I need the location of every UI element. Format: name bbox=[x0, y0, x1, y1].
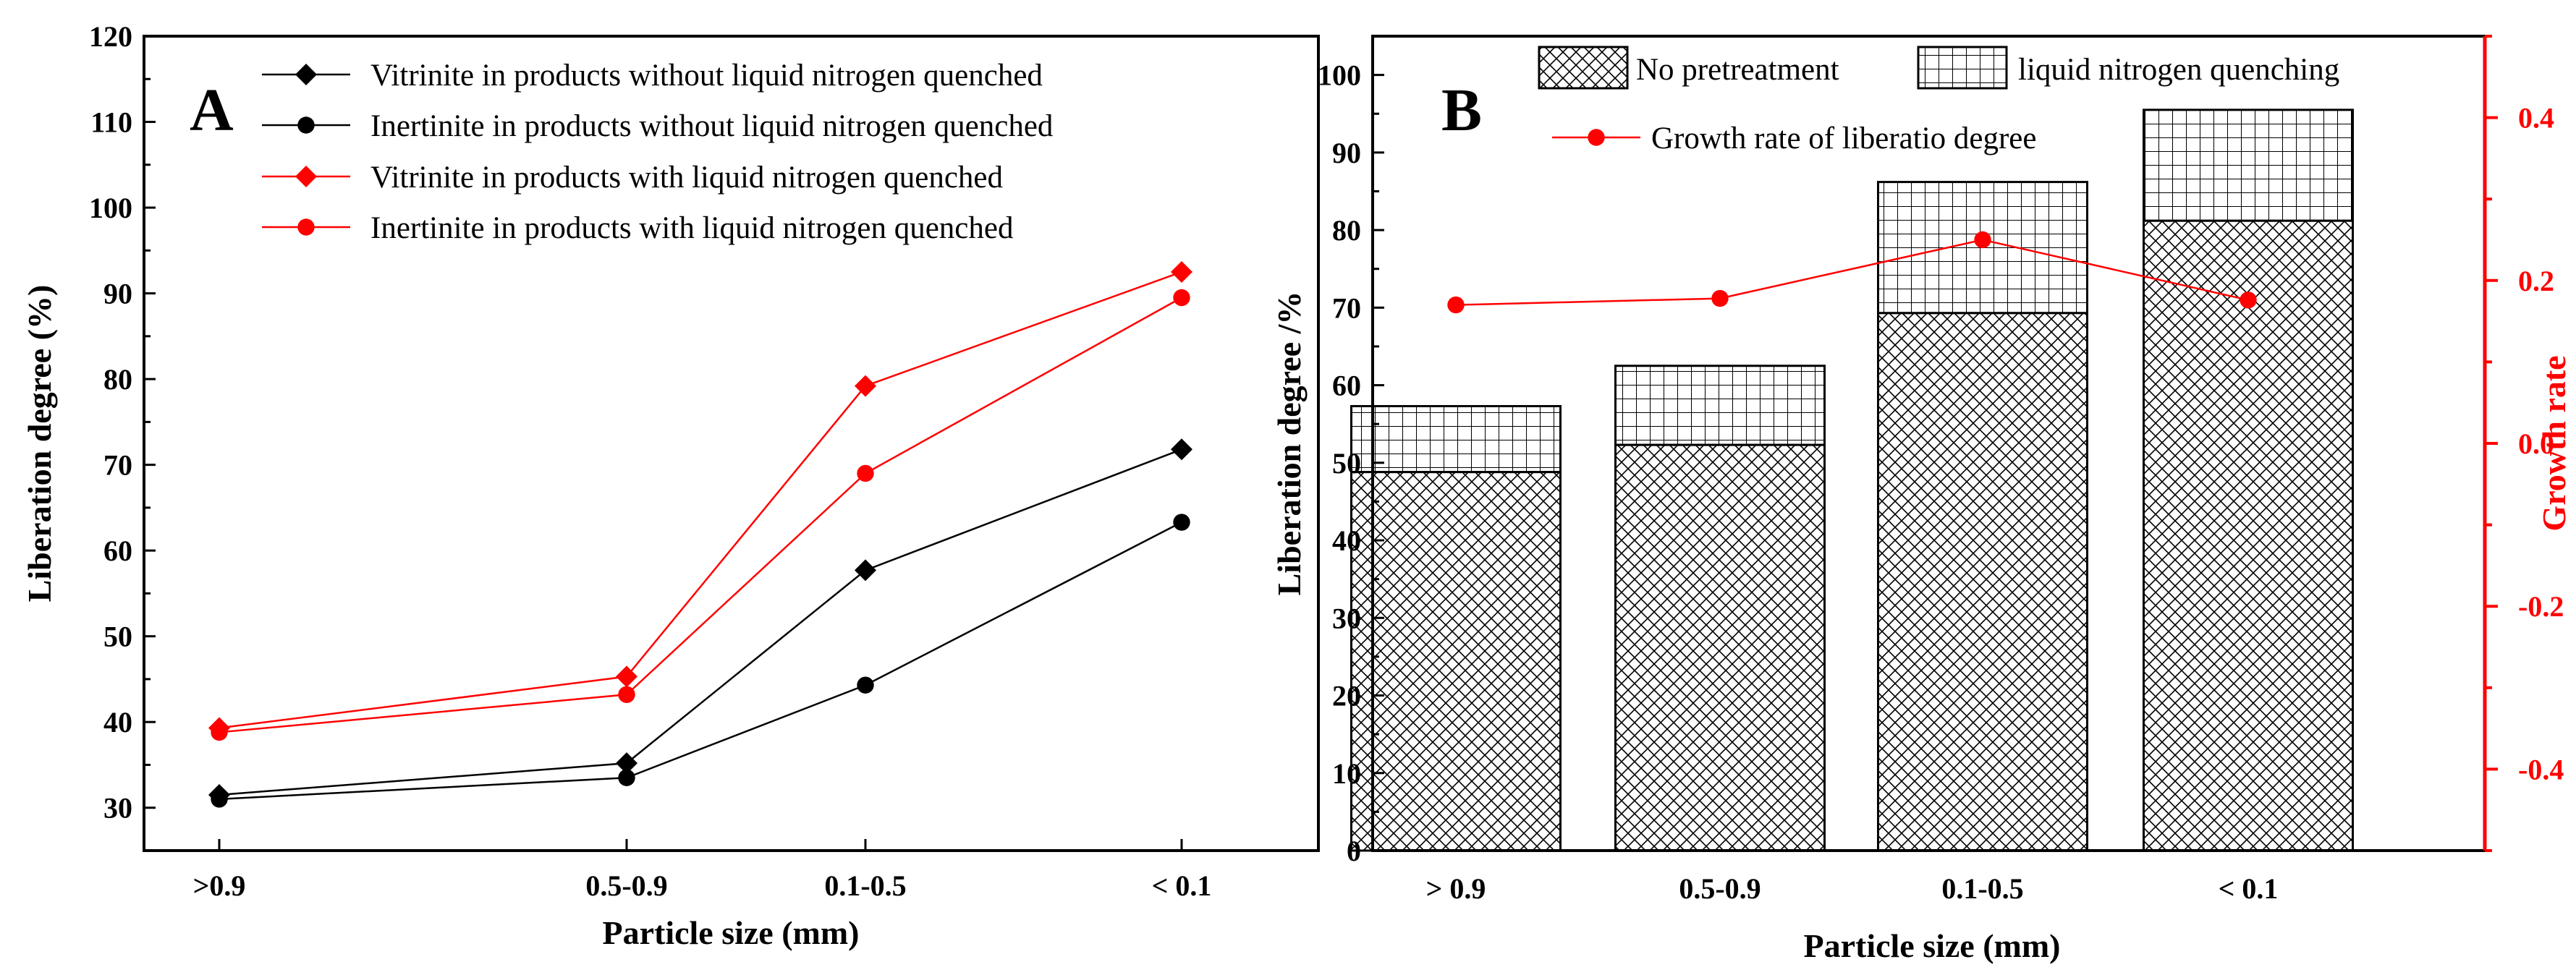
panel-b-y-axis: 0 10 20 30 40 50 60 70 80 90 100 bbox=[1318, 59, 1384, 867]
panel-a-y-axis: 30 40 50 60 70 80 90 100 110 120 bbox=[89, 20, 156, 825]
data-point bbox=[618, 686, 635, 703]
y-tick-label: 30 bbox=[1332, 602, 1361, 634]
y-tick-label: 120 bbox=[89, 20, 132, 53]
panel-b-growth-series bbox=[1447, 231, 2257, 314]
y-tick-label: 40 bbox=[103, 706, 132, 738]
data-point bbox=[857, 676, 874, 694]
bar-liquid-nitrogen bbox=[2143, 108, 2354, 222]
bar-liquid-nitrogen bbox=[1350, 405, 1562, 474]
y-tick-label: 90 bbox=[103, 278, 132, 310]
y-tick-label: 30 bbox=[103, 792, 132, 825]
data-point bbox=[616, 665, 637, 688]
growth-rate-point bbox=[1447, 296, 1465, 314]
legend-label: Growth rate of liberatio degree bbox=[1651, 122, 2036, 156]
y-tick-label: 70 bbox=[1332, 291, 1361, 324]
data-point bbox=[618, 769, 635, 786]
y-tick-label: 60 bbox=[1332, 370, 1361, 402]
y-tick-label: 80 bbox=[103, 363, 132, 396]
x-tick-label: < 0.1 bbox=[1152, 869, 1212, 902]
data-point bbox=[1173, 289, 1190, 307]
legend-label: No pretreatment bbox=[1636, 53, 1839, 87]
panel-a-label: A bbox=[190, 77, 234, 144]
panel-b-right-y-axis: -0.4 -0.2 0.0 0.2 0.4 bbox=[2485, 35, 2564, 852]
bar-no-pretreatment bbox=[2143, 219, 2354, 852]
legend-swatch-liquid-nitrogen bbox=[1917, 46, 2008, 90]
legend-label: Inertinite in products with liquid nitro… bbox=[370, 211, 1013, 245]
y-tick-label: 50 bbox=[1332, 447, 1361, 480]
x-tick-label: >0.9 bbox=[193, 869, 246, 902]
data-point bbox=[855, 559, 876, 582]
data-point bbox=[855, 375, 876, 397]
growth-rate-point bbox=[1974, 231, 1991, 249]
data-point bbox=[1173, 514, 1190, 531]
growth-rate-line bbox=[1455, 239, 2249, 306]
panel-b: 0 10 20 30 40 50 60 70 80 90 100 -0.4 -0.2 0.0 0.2 0.4… bbox=[1271, 35, 2572, 964]
legend-label: Inertinite in products without liquid ni… bbox=[370, 109, 1053, 143]
data-point bbox=[211, 791, 228, 808]
series-line-3 bbox=[219, 271, 1182, 729]
panel-b-x-axis: > 0.9 0.5-0.9 0.1-0.5 < 0.1 bbox=[1426, 872, 2279, 905]
y2-tick-label: 0.4 bbox=[2518, 102, 2554, 135]
y-tick-label: 100 bbox=[89, 192, 132, 224]
y-tick-label: 20 bbox=[1332, 680, 1361, 712]
panel-a-legend: Vitrinite in products without liquid nit… bbox=[262, 59, 1053, 245]
bar-no-pretreatment bbox=[1350, 471, 1562, 852]
y-tick-label: 110 bbox=[90, 106, 132, 139]
panel-a-plot-frame bbox=[143, 35, 1320, 852]
panel-b-legend: No pretreatment liquid nitrogen quenching… bbox=[1538, 46, 2339, 156]
legend-marker bbox=[295, 166, 317, 187]
growth-rate-point bbox=[1711, 289, 1729, 307]
x-tick-label: < 0.1 bbox=[2219, 872, 2279, 905]
data-point bbox=[857, 464, 874, 482]
panel-b-right-axis-title: Growth rate bbox=[2535, 355, 2572, 531]
panel-a: 30 40 50 60 70 80 90 100 110 120 >0.9 0.5-0.9 0.1-0… bbox=[21, 20, 1320, 951]
legend-swatch-no-pretreatment bbox=[1538, 46, 1629, 90]
y2-tick-label: -0.2 bbox=[2518, 590, 2564, 623]
panel-a-x-axis: >0.9 0.5-0.9 0.1-0.5 < 0.1 bbox=[193, 839, 1212, 902]
y-tick-label: 80 bbox=[1332, 214, 1361, 247]
panel-b-x-axis-title: Particle size (mm) bbox=[1803, 927, 2060, 964]
legend-label: Vitrinite in products without liquid nit… bbox=[370, 59, 1043, 93]
y-tick-label: 40 bbox=[1332, 524, 1361, 557]
growth-rate-point bbox=[2240, 291, 2257, 309]
panel-b-bars bbox=[1350, 108, 2354, 852]
panel-a-x-axis-title: Particle size (mm) bbox=[602, 914, 859, 951]
y-tick-label: 100 bbox=[1318, 59, 1361, 92]
legend-marker bbox=[297, 116, 315, 134]
bar-no-pretreatment bbox=[1877, 312, 2088, 852]
series-line-2 bbox=[219, 521, 1182, 801]
y2-tick-label: 0.0 bbox=[2518, 427, 2554, 460]
x-tick-label: 0.1-0.5 bbox=[1941, 872, 2023, 905]
x-tick-label: 0.5-0.9 bbox=[585, 869, 667, 902]
series-line-1 bbox=[219, 448, 1182, 796]
bar-no-pretreatment bbox=[1614, 443, 1826, 852]
x-tick-label: 0.5-0.9 bbox=[1679, 872, 1761, 905]
y-tick-label: 60 bbox=[103, 535, 132, 567]
y-tick-label: 70 bbox=[103, 449, 132, 482]
x-tick-label: 0.1-0.5 bbox=[824, 869, 906, 902]
y2-tick-label: 0.2 bbox=[2518, 265, 2554, 297]
data-point bbox=[1171, 438, 1192, 461]
panel-a-y-axis-title: Liberation degree (%) bbox=[21, 285, 58, 603]
data-point bbox=[616, 752, 637, 775]
panel-a-series bbox=[208, 260, 1192, 808]
y-tick-label: 50 bbox=[103, 621, 132, 653]
y2-tick-label: -0.4 bbox=[2518, 753, 2564, 785]
bar-liquid-nitrogen bbox=[1614, 365, 1826, 446]
data-point bbox=[1171, 260, 1192, 283]
legend-marker bbox=[295, 64, 317, 85]
legend-marker bbox=[1588, 129, 1605, 146]
x-tick-label: > 0.9 bbox=[1426, 872, 1486, 905]
y-tick-label: 0 bbox=[1347, 835, 1361, 867]
series-line-4 bbox=[219, 297, 1182, 733]
y-tick-label: 90 bbox=[1332, 137, 1361, 169]
legend-label: liquid nitrogen quenching bbox=[2018, 53, 2339, 87]
legend-label: Vitrinite in products with liquid nitrog… bbox=[370, 161, 1003, 195]
data-point bbox=[211, 723, 228, 741]
legend-marker bbox=[297, 218, 315, 236]
panel-b-y-axis-title: Liberation degree /% bbox=[1271, 291, 1308, 596]
y-tick-label: 10 bbox=[1332, 757, 1361, 790]
panel-b-label: B bbox=[1441, 77, 1482, 144]
